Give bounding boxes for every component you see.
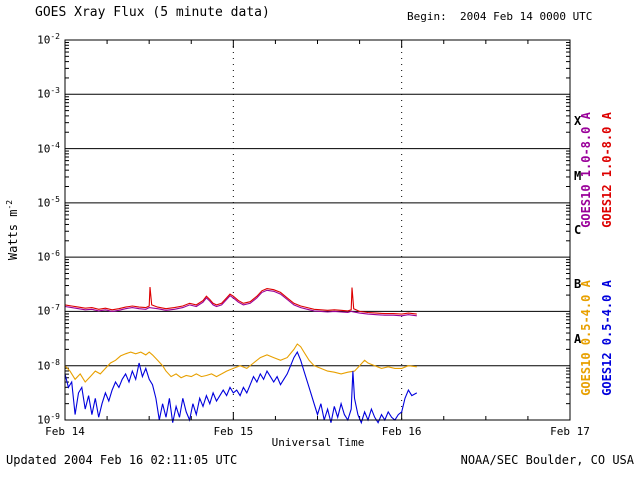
x-tick-label: Feb 15 — [213, 425, 254, 438]
y-tick-label: 10-2 — [37, 31, 60, 47]
y-tick-label: 10-9 — [37, 411, 60, 427]
x-tick-label: Feb 17 — [550, 425, 590, 438]
y-tick-label: 10-8 — [37, 357, 60, 373]
updated-timestamp: Updated 2004 Feb 16 02:11:05 UTC — [6, 453, 238, 467]
y-tick-label: 10-5 — [37, 194, 60, 210]
series-goes12-0.5-4.0-a — [64, 350, 418, 425]
series-goes12-1.0-8.0-a — [64, 286, 417, 315]
legend-goes10-1.0-8.0-a: GOES10 1.0-8.0 A — [579, 112, 593, 228]
x-axis-title: Universal Time — [271, 436, 365, 449]
x-tick-label: Feb 14 — [45, 425, 85, 438]
credit-label: NOAA/SEC Boulder, CO USA — [460, 453, 634, 467]
legend-goes12-0.5-4.0-a: GOES12 0.5-4.0 A — [600, 280, 614, 396]
chart-title: GOES Xray Flux (5 minute data) — [35, 5, 270, 20]
series-goes10-0.5-4.0-a — [64, 343, 417, 383]
plot-border — [64, 39, 571, 421]
y-tick-label: 10-6 — [37, 248, 60, 264]
flare-class-label: B — [574, 277, 582, 292]
x-tick-label: Feb 16 — [381, 425, 422, 438]
y-tick-label: 10-4 — [37, 140, 60, 156]
flare-class-label: A — [574, 331, 582, 346]
series-goes10-1.0-8.0-a — [64, 289, 417, 317]
legend-goes12-1.0-8.0-a: GOES12 1.0-8.0 A — [600, 112, 614, 228]
flare-class-label: C — [574, 223, 582, 237]
y-tick-label: 10-3 — [37, 86, 60, 101]
begin-label: Begin: 2004 Feb 14 0000 UTC — [407, 10, 593, 23]
legend-goes10-0.5-4.0-a: GOES10 0.5-4.0 A — [579, 280, 593, 396]
flare-class-label: M — [574, 168, 582, 183]
flare-class-label: X — [574, 114, 582, 129]
y-tick-label: 10-7 — [37, 303, 60, 318]
